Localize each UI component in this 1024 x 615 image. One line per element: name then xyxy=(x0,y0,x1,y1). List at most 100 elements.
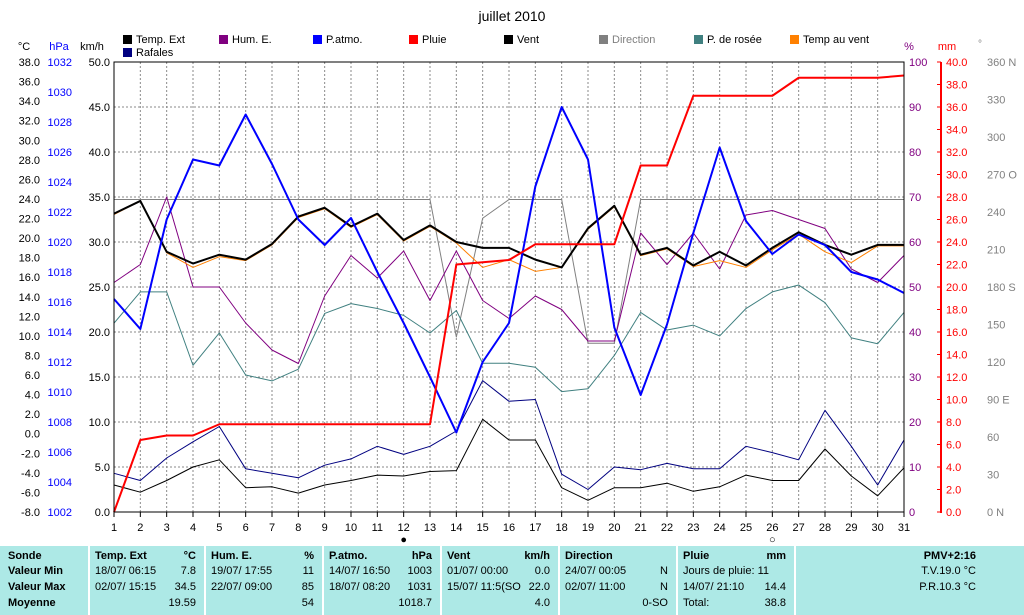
wind-min-date: 01/07/ 00:00 xyxy=(447,565,509,577)
x-tick-label: 31 xyxy=(898,522,910,534)
unit-rain: mm xyxy=(938,41,956,53)
temp-axis-tick-label: -2.0 xyxy=(21,448,40,460)
series-vent-line xyxy=(113,418,905,501)
plot-frame xyxy=(113,61,905,513)
humidity-axis-tick-label: 0 xyxy=(909,507,915,519)
pressure-axis-tick-label: 1030 xyxy=(48,87,72,99)
dir-avg: 0-SO xyxy=(642,597,668,609)
x-tick-label: 22 xyxy=(661,522,673,534)
legend-label: Direction xyxy=(612,34,655,46)
rain-axis-tick-label: 24.0 xyxy=(946,237,967,249)
legend-swatch xyxy=(599,35,608,44)
x-tick-label: 24 xyxy=(714,522,726,534)
rain-axis-tick-label: 0.0 xyxy=(946,507,961,519)
rain-header: Pluie xyxy=(683,550,710,562)
pressure-axis-tick-label: 1026 xyxy=(48,147,72,159)
sonde-header: Sonde xyxy=(8,550,42,562)
rain-total-label: Total: xyxy=(683,597,710,609)
rain-axis-tick-label: 12.0 xyxy=(946,372,967,384)
y-axes: 38.0 36.0 34.0 32.0 30.0 28.0 26.0 24.0 22.0 20.0… xyxy=(19,57,1018,519)
direction-axis-tick-label: 330 xyxy=(987,95,1005,107)
chart-title: juillet 2010 xyxy=(478,8,546,24)
x-tick-label: 7 xyxy=(269,522,275,534)
temp-header: Temp. Ext xyxy=(95,550,147,562)
legend-item: Hum. E. xyxy=(219,34,272,46)
temp-axis-tick-label: -6.0 xyxy=(21,487,40,499)
temp-axis-tick-label: 30.0 xyxy=(19,135,40,147)
wind-avg: 4.0 xyxy=(534,597,550,609)
temp-axis-tick-label: -4.0 xyxy=(21,468,40,480)
weather-chart: juillet 2010 Temp. Ext Hum. E. P.atmo. Plui… xyxy=(18,8,1018,546)
pressure-axis-tick-label: 1006 xyxy=(48,447,72,459)
hum-max-date: 22/07/ 09:00 xyxy=(211,581,273,593)
legend-item: Rafales xyxy=(123,47,174,59)
pressure-axis-tick-label: 1016 xyxy=(48,297,72,309)
legend-label: Pluie xyxy=(422,34,446,46)
x-tick-label: 30 xyxy=(872,522,884,534)
section-pmv: PMV+2:16 T.V.19.0 °C P.R.10.3 °C xyxy=(796,546,1024,615)
humidity-axis-tick-label: 80 xyxy=(909,147,921,159)
hum-avg: 54 xyxy=(301,597,314,609)
x-tick-label: 26 xyxy=(766,522,778,534)
x-tick-label: 8 xyxy=(295,522,301,534)
legend-swatch xyxy=(409,35,418,44)
pressure-axis-tick-label: 1020 xyxy=(48,237,72,249)
moon-phase-marker: ○ xyxy=(769,534,776,546)
legend-item: P.atmo. xyxy=(313,34,363,46)
wind-axis-tick-label: 15.0 xyxy=(89,372,110,384)
humidity-axis-tick-label: 20 xyxy=(909,417,921,429)
x-axis: 1 2 3 4 5 6 7 8 9 10 11 12 13 14 15 16 17 18 19 20 21 22 23 24 2… xyxy=(111,512,910,546)
section-rain: Pluie mm Jours de pluie: 11 14/07/ 21:10 1… xyxy=(678,546,796,615)
legend-swatch xyxy=(123,35,132,44)
temp-axis-tick-label: 38.0 xyxy=(19,57,40,69)
x-tick-label: 23 xyxy=(687,522,699,534)
x-tick-label: 19 xyxy=(582,522,594,534)
direction-axis-tick-label: 360 N xyxy=(987,57,1016,69)
humidity-axis-tick-label: 50 xyxy=(909,282,921,294)
humidity-axis-tick-label: 40 xyxy=(909,327,921,339)
pressure-axis-tick-label: 1018 xyxy=(48,267,72,279)
series-p-de-ros-e-line xyxy=(113,284,905,393)
temp-axis-tick-label: 10.0 xyxy=(19,331,40,343)
wind-axis-tick-label: 25.0 xyxy=(89,282,110,294)
rain-days: Jours de pluie: 11 xyxy=(683,565,770,577)
x-tick-label: 12 xyxy=(398,522,410,534)
series-temp-ext-line xyxy=(113,199,904,269)
rain-axis-tick-label: 34.0 xyxy=(946,125,967,137)
legend-swatch xyxy=(790,35,799,44)
section-sonde: Sonde Valeur Min Valeur Max Moyenne xyxy=(0,546,90,615)
series-p-atmo-line xyxy=(113,106,905,434)
humidity-axis-tick-label: 30 xyxy=(909,372,921,384)
x-tick-label: 10 xyxy=(345,522,357,534)
direction-axis-tick-label: 90 E xyxy=(987,395,1010,407)
wind-axis-tick-label: 35.0 xyxy=(89,192,110,204)
rain-max-date: 14/07/ 21:10 xyxy=(683,581,745,593)
hum-unit: % xyxy=(304,550,314,562)
legend-label: Temp au vent xyxy=(803,34,869,46)
hum-max-value: 85 xyxy=(301,581,314,593)
x-tick-label: 14 xyxy=(450,522,462,534)
temp-axis-tick-label: 32.0 xyxy=(19,116,40,128)
temp-max-value: 34.5 xyxy=(174,581,196,593)
series-pluie-line xyxy=(113,74,905,513)
section-wind: Vent km/h 01/07/ 00:00 0.0 15/07/ 11:5(SO 2… xyxy=(442,546,560,615)
section-dir: Direction 24/07/ 00:05 N 02/07/ 11:00 N 0-… xyxy=(560,546,678,615)
rain-axis-tick-label: 36.0 xyxy=(946,102,967,114)
legend-swatch xyxy=(313,35,322,44)
legend-label: Rafales xyxy=(136,47,174,59)
press-min-value: 1003 xyxy=(407,565,432,577)
temp-axis-tick-label: 28.0 xyxy=(19,155,40,167)
legend-label: Vent xyxy=(517,34,539,46)
direction-axis-tick-label: 60 xyxy=(987,432,999,444)
temp-axis-tick-label: 14.0 xyxy=(19,292,40,304)
wind-axis-tick-label: 10.0 xyxy=(89,417,110,429)
dir-max-value: N xyxy=(660,581,668,593)
direction-axis-tick-label: 240 xyxy=(987,207,1005,219)
wind-axis-tick-label: 5.0 xyxy=(95,462,110,474)
rain-axis-tick-label: 22.0 xyxy=(946,260,967,272)
legend-item: Pluie xyxy=(409,34,446,46)
x-tick-label: 6 xyxy=(243,522,249,534)
pmv-tv: T.V.19.0 °C xyxy=(921,565,976,577)
press-unit: hPa xyxy=(411,550,432,562)
rain-axis-tick-label: 18.0 xyxy=(946,305,967,317)
